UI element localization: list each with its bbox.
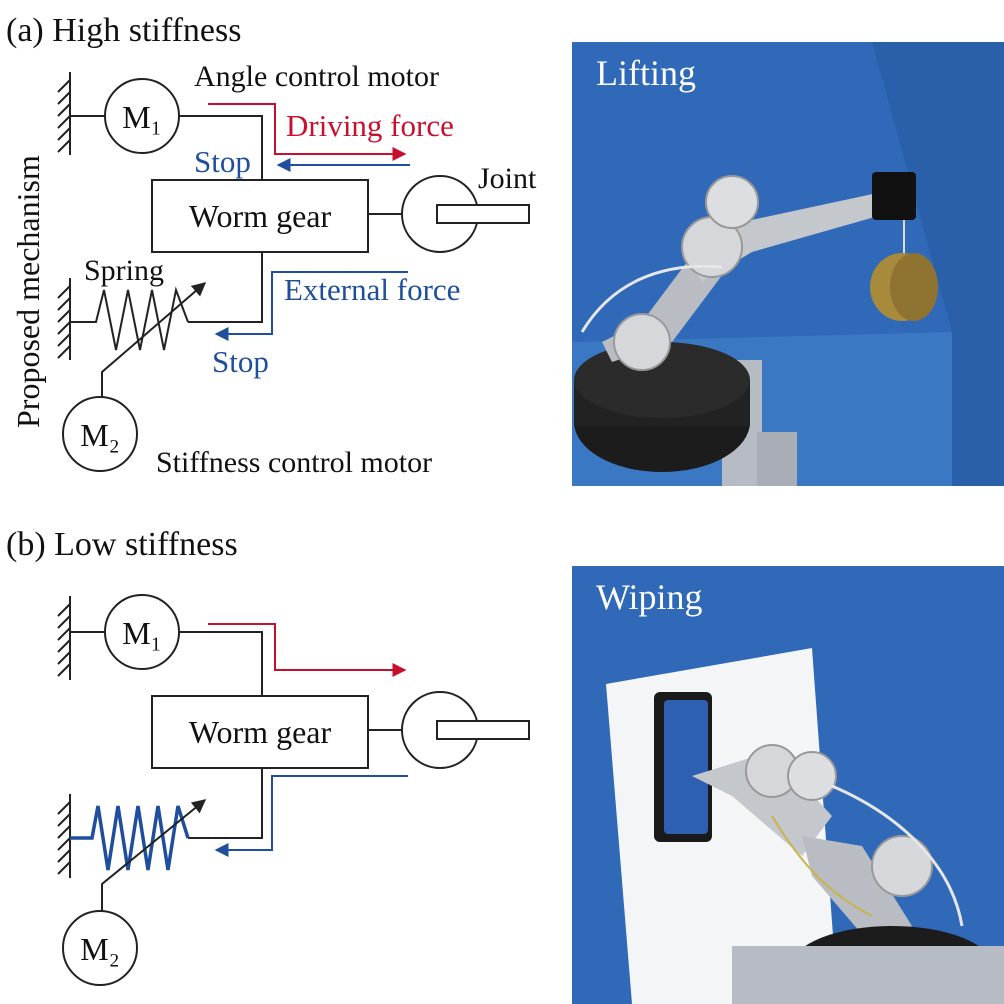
motor-m2-b-label: M₂ [80,931,120,967]
lifting-label: Lifting [596,53,696,93]
worm-gear-label-b: Worm gear [189,714,332,750]
worm-gear-box-b [151,695,369,769]
spring-b [70,805,190,871]
panel-a-diagram: M₁ Angle control motor Driving force Sto… [57,60,537,479]
worm-gear-box-a [151,179,369,253]
lifting-photo-illustration [572,42,1004,486]
wiping-label: Wiping [596,577,703,617]
wiping-photo-illustration [572,566,1004,1004]
joint-label: Joint [478,162,537,195]
angle-control-motor-label: Angle control motor [194,60,439,93]
wiping-photo: Wiping [572,566,1004,1004]
driving-force-arrow [208,103,407,161]
panel-b-title: (b) Low stiffness [6,526,238,563]
wall-hatch-top-a [57,72,71,155]
motor-m1-b-label: M₁ [122,615,162,651]
motor-m2-b [62,910,138,986]
stiffness-control-arrow-b [101,799,207,912]
joint-link-a [436,204,530,224]
panel-a-title: (a) High stiffness [6,12,242,49]
motor-m1-a-label: M₁ [122,99,162,135]
motor-m2-a-label: M₂ [80,417,120,453]
stiffness-control-arrow-a [101,282,207,404]
driving-force-arrow-b [208,623,407,677]
spring-a [70,286,189,351]
motor-m2-a [62,396,138,472]
spring-label: Spring [84,254,164,287]
wall-hatch-bottom-a [57,278,71,360]
lifting-photo: Lifting [572,42,1004,486]
driving-force-label: Driving force [286,108,454,143]
external-force-arrow [214,271,408,341]
joint-link-b [436,720,530,740]
stop-top-label: Stop [194,144,251,179]
worm-gear-label-a: Worm gear [189,198,332,234]
wall-hatch-bottom-b [57,794,71,878]
external-force-label: External force [284,272,460,307]
wall-hatch-top-b [57,596,71,680]
panel-b-diagram: M₁ Worm gear M₂ [57,594,530,986]
stop-bottom-label: Stop [212,344,269,379]
stiffness-control-motor-label: Stiffness control motor [156,446,432,479]
external-force-arrow-b [214,775,408,857]
